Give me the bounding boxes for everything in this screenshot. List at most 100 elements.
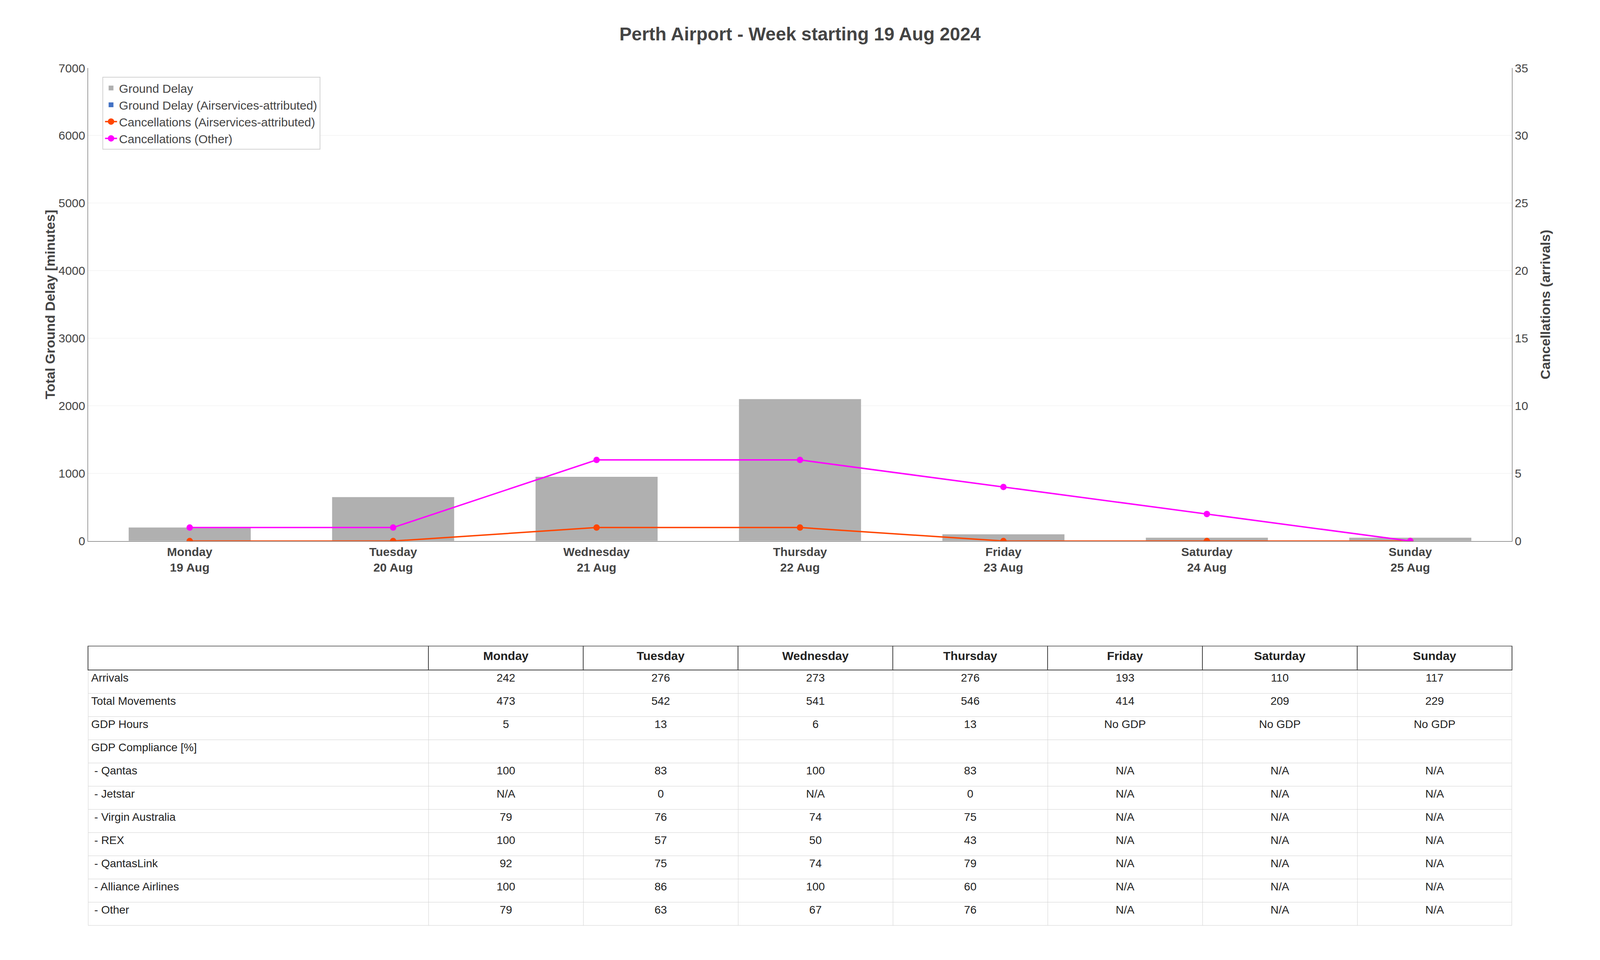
svg-text:193: 193 (1115, 671, 1135, 684)
svg-text:Cancellations (arrivals): Cancellations (arrivals) (1537, 229, 1553, 380)
svg-text:546: 546 (960, 694, 980, 708)
svg-text:100: 100 (806, 764, 825, 777)
svg-text:57: 57 (654, 834, 667, 847)
svg-text:No GDP: No GDP (1413, 718, 1456, 731)
svg-text:- Jetstar: - Jetstar (91, 787, 135, 800)
svg-text:6: 6 (812, 718, 819, 731)
svg-text:No GDP: No GDP (1258, 718, 1301, 731)
svg-text:229: 229 (1425, 694, 1444, 708)
svg-text:75: 75 (654, 857, 667, 870)
svg-text:N/A: N/A (1270, 857, 1290, 870)
svg-text:15: 15 (1514, 331, 1528, 345)
svg-text:242: 242 (496, 671, 516, 684)
svg-text:Tuesday: Tuesday (636, 649, 685, 663)
svg-text:Cancellations (Other): Cancellations (Other) (119, 132, 233, 146)
svg-text:63: 63 (654, 903, 667, 916)
svg-text:N/A: N/A (1425, 903, 1444, 916)
svg-text:- Virgin Australia: - Virgin Australia (91, 810, 176, 824)
svg-text:13: 13 (654, 718, 667, 731)
svg-text:- REX: - REX (91, 834, 125, 847)
svg-text:3000: 3000 (58, 331, 86, 345)
svg-text:Tuesday20 Aug: Tuesday20 Aug (369, 545, 418, 574)
svg-text:Saturday: Saturday (1254, 649, 1306, 663)
svg-text:35: 35 (1514, 61, 1528, 75)
svg-text:0: 0 (967, 787, 974, 800)
svg-text:N/A: N/A (1270, 787, 1290, 800)
svg-text:30: 30 (1514, 128, 1528, 142)
svg-text:86: 86 (654, 880, 667, 893)
svg-text:50: 50 (809, 834, 822, 847)
svg-text:N/A: N/A (1425, 764, 1444, 777)
svg-text:75: 75 (964, 810, 977, 824)
svg-text:74: 74 (809, 857, 822, 870)
svg-text:25: 25 (1514, 196, 1528, 210)
svg-text:5000: 5000 (58, 196, 86, 210)
svg-text:- QantasLink: - QantasLink (91, 857, 159, 870)
svg-text:92: 92 (499, 857, 512, 870)
svg-text:60: 60 (964, 880, 977, 893)
svg-text:0: 0 (1514, 534, 1522, 548)
svg-text:20: 20 (1514, 264, 1528, 278)
svg-text:276: 276 (651, 671, 670, 684)
svg-text:Thursday22 Aug: Thursday22 Aug (772, 545, 827, 574)
svg-text:N/A: N/A (1425, 857, 1444, 870)
svg-text:Monday: Monday (483, 649, 529, 663)
svg-text:2000: 2000 (58, 399, 86, 413)
svg-text:Ground Delay: Ground Delay (119, 82, 194, 96)
svg-text:No GDP: No GDP (1104, 718, 1146, 731)
svg-text:N/A: N/A (1425, 810, 1444, 824)
svg-text:1000: 1000 (58, 466, 86, 480)
svg-text:N/A: N/A (1115, 787, 1135, 800)
svg-text:Wednesday21 Aug: Wednesday21 Aug (563, 545, 630, 574)
svg-text:Cancellations (Airservices-att: Cancellations (Airservices-attributed) (119, 115, 316, 129)
svg-text:100: 100 (496, 880, 516, 893)
svg-text:GDP Compliance [%]: GDP Compliance [%] (91, 741, 197, 754)
svg-text:Thursday: Thursday (943, 649, 998, 663)
svg-text:Friday23 Aug: Friday23 Aug (983, 545, 1024, 574)
svg-text:Saturday24 Aug: Saturday24 Aug (1181, 545, 1233, 574)
svg-text:7000: 7000 (58, 61, 86, 75)
svg-text:N/A: N/A (1425, 787, 1444, 800)
svg-text:N/A: N/A (1115, 880, 1135, 893)
svg-text:79: 79 (964, 857, 977, 870)
svg-text:N/A: N/A (1270, 834, 1290, 847)
svg-text:N/A: N/A (1115, 857, 1135, 870)
svg-text:- Alliance Airlines: - Alliance Airlines (91, 880, 179, 893)
svg-text:6000: 6000 (58, 128, 86, 142)
svg-text:Total Movements: Total Movements (91, 694, 176, 708)
svg-text:100: 100 (806, 880, 825, 893)
svg-text:Monday19 Aug: Monday19 Aug (167, 545, 213, 574)
svg-text:473: 473 (496, 694, 516, 708)
svg-text:79: 79 (499, 810, 512, 824)
svg-text:- Other: - Other (91, 903, 130, 916)
svg-text:100: 100 (496, 764, 516, 777)
svg-text:0: 0 (78, 534, 86, 548)
svg-text:Sunday: Sunday (1412, 649, 1457, 663)
svg-text:209: 209 (1270, 694, 1290, 708)
svg-text:100: 100 (496, 834, 516, 847)
svg-text:Arrivals: Arrivals (91, 671, 129, 684)
svg-text:74: 74 (809, 810, 822, 824)
svg-text:273: 273 (806, 671, 825, 684)
svg-text:N/A: N/A (1115, 834, 1135, 847)
svg-text:N/A: N/A (1115, 810, 1135, 824)
svg-text:N/A: N/A (1270, 764, 1290, 777)
svg-text:13: 13 (964, 718, 977, 731)
svg-text:4000: 4000 (58, 264, 86, 278)
svg-text:276: 276 (960, 671, 980, 684)
svg-text:541: 541 (806, 694, 825, 708)
svg-text:43: 43 (964, 834, 977, 847)
svg-text:5: 5 (1514, 466, 1522, 480)
svg-text:0: 0 (657, 787, 664, 800)
svg-text:83: 83 (964, 764, 977, 777)
svg-text:N/A: N/A (1270, 810, 1290, 824)
svg-text:76: 76 (654, 810, 667, 824)
svg-text:117: 117 (1425, 671, 1444, 684)
svg-text:N/A: N/A (806, 787, 825, 800)
svg-text:Sunday25 Aug: Sunday25 Aug (1388, 545, 1433, 574)
svg-text:Friday: Friday (1106, 649, 1143, 663)
svg-text:67: 67 (809, 903, 822, 916)
svg-text:Total Ground Delay [minutes]: Total Ground Delay [minutes] (42, 210, 58, 400)
svg-text:Wednesday: Wednesday (782, 649, 849, 663)
svg-text:N/A: N/A (1115, 903, 1135, 916)
